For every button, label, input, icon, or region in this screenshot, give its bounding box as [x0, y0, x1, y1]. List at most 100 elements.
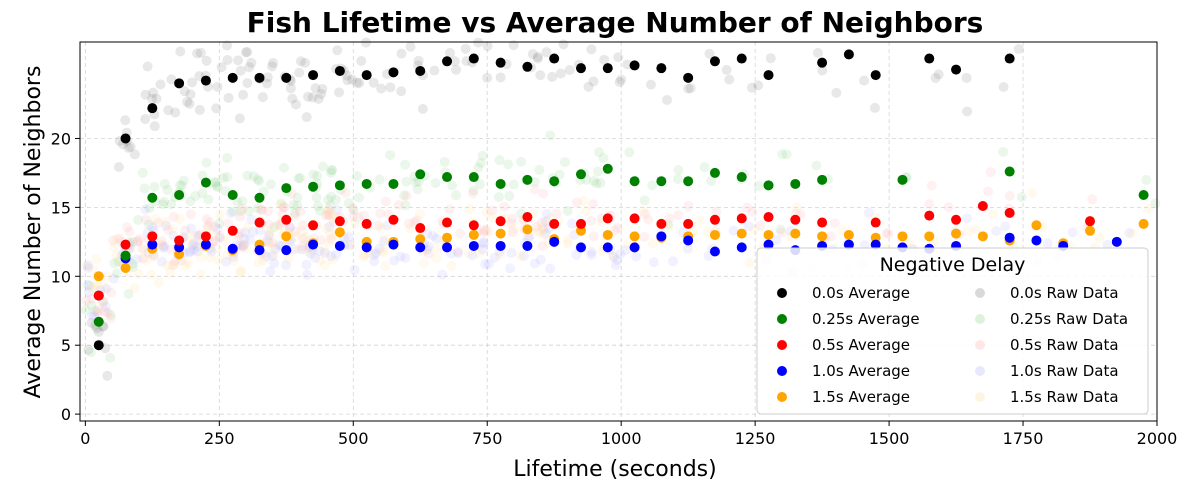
- 1-5s-raw-data-point: [1127, 228, 1138, 239]
- 0-0s-raw-data-point: [1013, 44, 1024, 55]
- 1-0s-raw-data-point: [192, 246, 203, 257]
- 0-5s-average-point: [522, 212, 533, 223]
- 0-5s-raw-data-point: [353, 212, 364, 223]
- 0-5s-raw-data-point: [278, 202, 289, 213]
- 0-0s-raw-data-point: [301, 112, 312, 123]
- 0-0s-raw-data-point: [685, 83, 696, 94]
- 1-5s-raw-data-point: [267, 241, 278, 252]
- 1-0s-raw-data-point: [728, 225, 739, 236]
- 1-5s-raw-data-point: [210, 229, 221, 240]
- 1-5s-average-point: [736, 228, 747, 239]
- 0-25s-raw-data-point: [447, 180, 458, 191]
- 0-0s-average-point: [254, 72, 265, 83]
- 0-5s-raw-data-point: [193, 231, 204, 242]
- 0-0s-raw-data-point: [295, 56, 306, 67]
- 0-0s-average-point: [227, 72, 238, 83]
- 1-0s-raw-data-point: [489, 252, 500, 263]
- 0-25s-average-point: [281, 183, 292, 194]
- 1-5s-raw-data-point: [111, 250, 122, 261]
- 0-0s-raw-data-point: [683, 83, 694, 94]
- 0-5s-raw-data-point: [1087, 194, 1098, 205]
- 0-25s-average-point: [575, 169, 586, 180]
- 1-0s-raw-data-point: [369, 249, 380, 260]
- 0-0s-raw-data-point: [234, 113, 245, 124]
- 1-0s-raw-data-point: [239, 233, 250, 244]
- 0-5s-raw-data-point: [340, 187, 351, 198]
- 1-0s-raw-data-point: [267, 250, 278, 261]
- 1-0s-raw-data-point: [682, 243, 693, 254]
- 0-0s-raw-data-point: [616, 74, 627, 85]
- 0-25s-average-point: [736, 172, 747, 183]
- 0-5s-raw-data-point: [537, 241, 548, 252]
- 0-25s-raw-data-point: [252, 174, 263, 185]
- 0-25s-average-point: [93, 316, 104, 327]
- x-tick-label: 750: [472, 429, 503, 448]
- 0-0s-raw-data-point: [586, 44, 597, 55]
- 1-0s-raw-data-point: [188, 245, 199, 256]
- 1-5s-raw-data-point: [98, 282, 109, 293]
- 1-0s-raw-data-point: [188, 238, 199, 249]
- 0-0s-raw-data-point: [222, 40, 233, 51]
- 0-25s-raw-data-point: [105, 309, 116, 320]
- 1-0s-average-point: [281, 245, 292, 256]
- 1-5s-average-point: [602, 229, 613, 240]
- 1-5s-raw-data-point: [148, 251, 159, 262]
- 1-0s-raw-data-point: [540, 228, 551, 239]
- plot-frame: [79, 41, 1158, 422]
- 0-25s-raw-data-point: [493, 192, 504, 203]
- 0-0s-raw-data-point: [170, 107, 181, 118]
- 0-25s-raw-data-point: [222, 171, 233, 182]
- 0-25s-raw-data-point: [157, 199, 168, 210]
- 1-0s-raw-data-point: [541, 208, 552, 219]
- 1-5s-raw-data-point: [186, 238, 197, 249]
- 0-0s-average-point: [174, 78, 185, 89]
- 0-25s-raw-data-point: [166, 199, 177, 210]
- 0-0s-average-point: [629, 60, 640, 71]
- 1-5s-raw-data-point: [155, 239, 166, 250]
- 0-25s-raw-data-point: [639, 195, 650, 206]
- legend-marker: [777, 340, 787, 350]
- 1-0s-average-point: [468, 240, 479, 251]
- 0-25s-average-point: [1004, 166, 1015, 177]
- 0-25s-raw-data-point: [374, 174, 385, 185]
- 0-25s-raw-data-point: [673, 174, 684, 185]
- 0-0s-raw-data-point: [222, 55, 233, 66]
- 0-5s-raw-data-point: [926, 180, 937, 191]
- 0-0s-average-point: [709, 56, 720, 67]
- 0-0s-raw-data-point: [212, 81, 223, 92]
- 0-25s-average-point: [120, 250, 131, 261]
- 0-0s-average-point: [549, 53, 560, 64]
- 1-5s-raw-data-point: [211, 243, 222, 254]
- 0-25s-raw-data-point: [80, 304, 91, 315]
- 0-25s-average-point: [656, 176, 667, 187]
- 1-0s-raw-data-point: [608, 251, 619, 262]
- 1-5s-raw-data-point: [315, 255, 326, 266]
- 1-5s-raw-data-point: [274, 199, 285, 210]
- 0-5s-average-point: [281, 214, 292, 225]
- 1-5s-average-point: [977, 231, 988, 242]
- 1-0s-raw-data-point: [506, 247, 517, 258]
- 1-0s-raw-data-point: [612, 254, 623, 265]
- 0-5s-raw-data-point: [168, 211, 179, 222]
- 0-0s-average-point: [843, 49, 854, 60]
- 0-25s-raw-data-point: [210, 177, 221, 188]
- 1-0s-raw-data-point: [305, 248, 316, 259]
- 0-0s-raw-data-point: [535, 70, 546, 81]
- 0-5s-raw-data-point: [375, 208, 386, 219]
- 0-0s-raw-data-point: [148, 87, 159, 98]
- x-tick-label: 500: [338, 429, 369, 448]
- 0-0s-raw-data-point: [417, 103, 428, 114]
- 0-0s-average-point: [415, 65, 426, 76]
- 1-5s-raw-data-point: [638, 206, 649, 217]
- 0-0s-average-point: [308, 70, 319, 81]
- 0-5s-raw-data-point: [180, 225, 191, 236]
- 1-0s-raw-data-point: [212, 223, 223, 234]
- 1-0s-raw-data-point: [131, 254, 142, 265]
- 1-0s-raw-data-point: [297, 244, 308, 255]
- 0-25s-raw-data-point: [430, 178, 441, 189]
- 0-25s-average-point: [1138, 189, 1149, 200]
- 0-0s-average-point: [200, 75, 211, 86]
- 0-25s-raw-data-point: [781, 149, 792, 160]
- 0-5s-raw-data-point: [153, 217, 164, 228]
- 1-5s-raw-data-point: [213, 254, 224, 265]
